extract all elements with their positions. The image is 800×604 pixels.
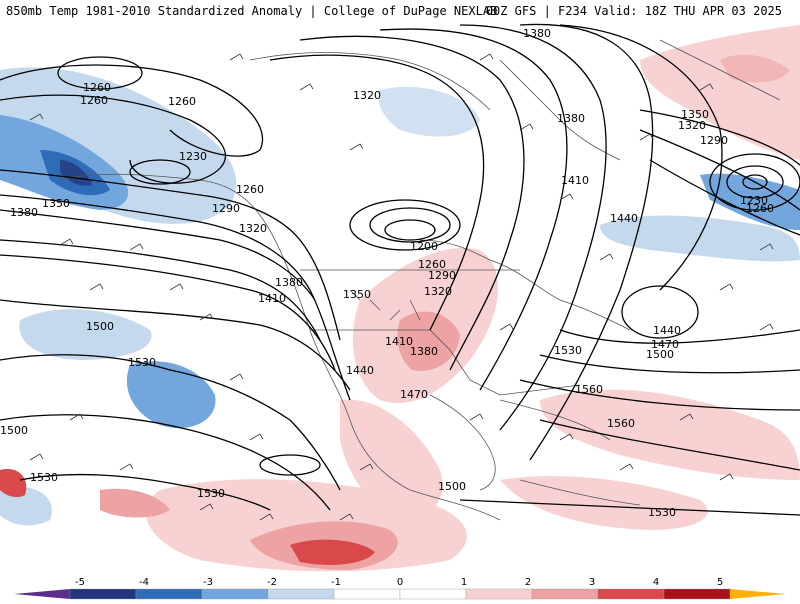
contour-labels: 1380 1260 1260 1260 1320 1230 1260 1350 … bbox=[0, 27, 774, 519]
contour-label: 1380 bbox=[10, 206, 38, 219]
contour-label: 1440 bbox=[610, 212, 638, 225]
contour-label: 1350 bbox=[42, 197, 70, 210]
contour-label: 1260 bbox=[746, 202, 774, 215]
colorbar-segment bbox=[597, 588, 665, 600]
colorbar-segment bbox=[201, 588, 269, 600]
colorbar-segment bbox=[333, 588, 401, 600]
map-title: 850mb Temp 1981-2010 Standardized Anomal… bbox=[6, 4, 498, 18]
contour-label: 1260 bbox=[80, 94, 108, 107]
anomaly-colorbar: -5 -4 -3 -2 -1 0 1 2 3 4 5 bbox=[0, 574, 800, 600]
contour-label: 1260 bbox=[83, 81, 111, 94]
colorbar-segment bbox=[267, 588, 335, 600]
contour-label: 1290 bbox=[212, 202, 240, 215]
contour-label: 1410 bbox=[561, 174, 589, 187]
contour-label: 1530 bbox=[128, 356, 156, 369]
negative-anomaly-shading bbox=[0, 67, 800, 526]
anomaly-map: 1380 1260 1260 1260 1320 1230 1260 1350 … bbox=[0, 22, 800, 576]
contour-label: 1260 bbox=[168, 95, 196, 108]
model-run-info: 00Z GFS | F234 Valid: 18Z THU APR 03 202… bbox=[485, 4, 782, 18]
colorbar-tick-label: 4 bbox=[653, 577, 659, 588]
contour-label: 1380 bbox=[557, 112, 585, 125]
height-contours bbox=[0, 23, 800, 516]
colorbar-tick-label: 2 bbox=[525, 577, 531, 588]
contour-label: 1470 bbox=[651, 338, 679, 351]
colorbar-segments bbox=[69, 588, 731, 600]
contour-label: 1380 bbox=[410, 345, 438, 358]
colorbar-tick-label: 5 bbox=[717, 577, 723, 588]
contour-label: 1320 bbox=[353, 89, 381, 102]
colorbar-tick-label: -3 bbox=[203, 577, 213, 588]
contour-label: 1230 bbox=[179, 150, 207, 163]
colorbar-tick-label: -5 bbox=[75, 577, 85, 588]
contour-label: 1350 bbox=[681, 108, 709, 121]
contour-label: 1320 bbox=[239, 222, 267, 235]
colorbar-high-arrow bbox=[730, 589, 786, 599]
contour-label: 1350 bbox=[343, 288, 371, 301]
contour-label: 1380 bbox=[275, 276, 303, 289]
contour-label: 1560 bbox=[575, 383, 603, 396]
colorbar-low-arrow bbox=[14, 589, 70, 599]
colorbar-tick-label: 1 bbox=[461, 577, 467, 588]
wind-barbs bbox=[29, 53, 774, 521]
contour-label: 1260 bbox=[236, 183, 264, 196]
colorbar-tick-label: -4 bbox=[139, 577, 149, 588]
contour-label: 1380 bbox=[523, 27, 551, 40]
contour-label: 1530 bbox=[197, 487, 225, 500]
contour-label: 1320 bbox=[424, 285, 452, 298]
positive-anomaly-shading bbox=[0, 25, 800, 572]
colorbar-segment bbox=[399, 588, 467, 600]
colorbar-tick-label: 0 bbox=[397, 577, 403, 588]
contour-label: 1440 bbox=[346, 364, 374, 377]
contour-label: 1530 bbox=[648, 506, 676, 519]
colorbar-tick-label: -1 bbox=[331, 577, 341, 588]
colorbar-tick-label: -2 bbox=[267, 577, 277, 588]
contour-label: 1260 bbox=[418, 258, 446, 271]
contour-label: 1500 bbox=[0, 424, 28, 437]
contour-label: 1290 bbox=[700, 134, 728, 147]
colorbar-segment bbox=[69, 588, 137, 600]
colorbar-tick-label: 3 bbox=[589, 577, 595, 588]
contour-label: 1410 bbox=[385, 335, 413, 348]
colorbar-segment bbox=[135, 588, 203, 600]
colorbar-tick-labels: -5 -4 -3 -2 -1 0 1 2 3 4 5 bbox=[75, 577, 723, 588]
contour-label: 1320 bbox=[678, 119, 706, 132]
contour-label: 1560 bbox=[607, 417, 635, 430]
contour-label: 1230 bbox=[740, 194, 768, 207]
contour-label: 1530 bbox=[554, 344, 582, 357]
map-header: 850mb Temp 1981-2010 Standardized Anomal… bbox=[0, 0, 800, 24]
colorbar-segment bbox=[531, 588, 599, 600]
contour-label: 1530 bbox=[30, 471, 58, 484]
contour-label: 1440 bbox=[653, 324, 681, 337]
colorbar-segment bbox=[465, 588, 533, 600]
contour-label: 1500 bbox=[438, 480, 466, 493]
colorbar-segment bbox=[663, 588, 731, 600]
contour-label: 1200 bbox=[410, 240, 438, 253]
contour-label: 1290 bbox=[428, 269, 456, 282]
contour-label: 1410 bbox=[258, 292, 286, 305]
contour-label: 1500 bbox=[86, 320, 114, 333]
contour-label: 1470 bbox=[400, 388, 428, 401]
contour-label: 1500 bbox=[646, 348, 674, 361]
